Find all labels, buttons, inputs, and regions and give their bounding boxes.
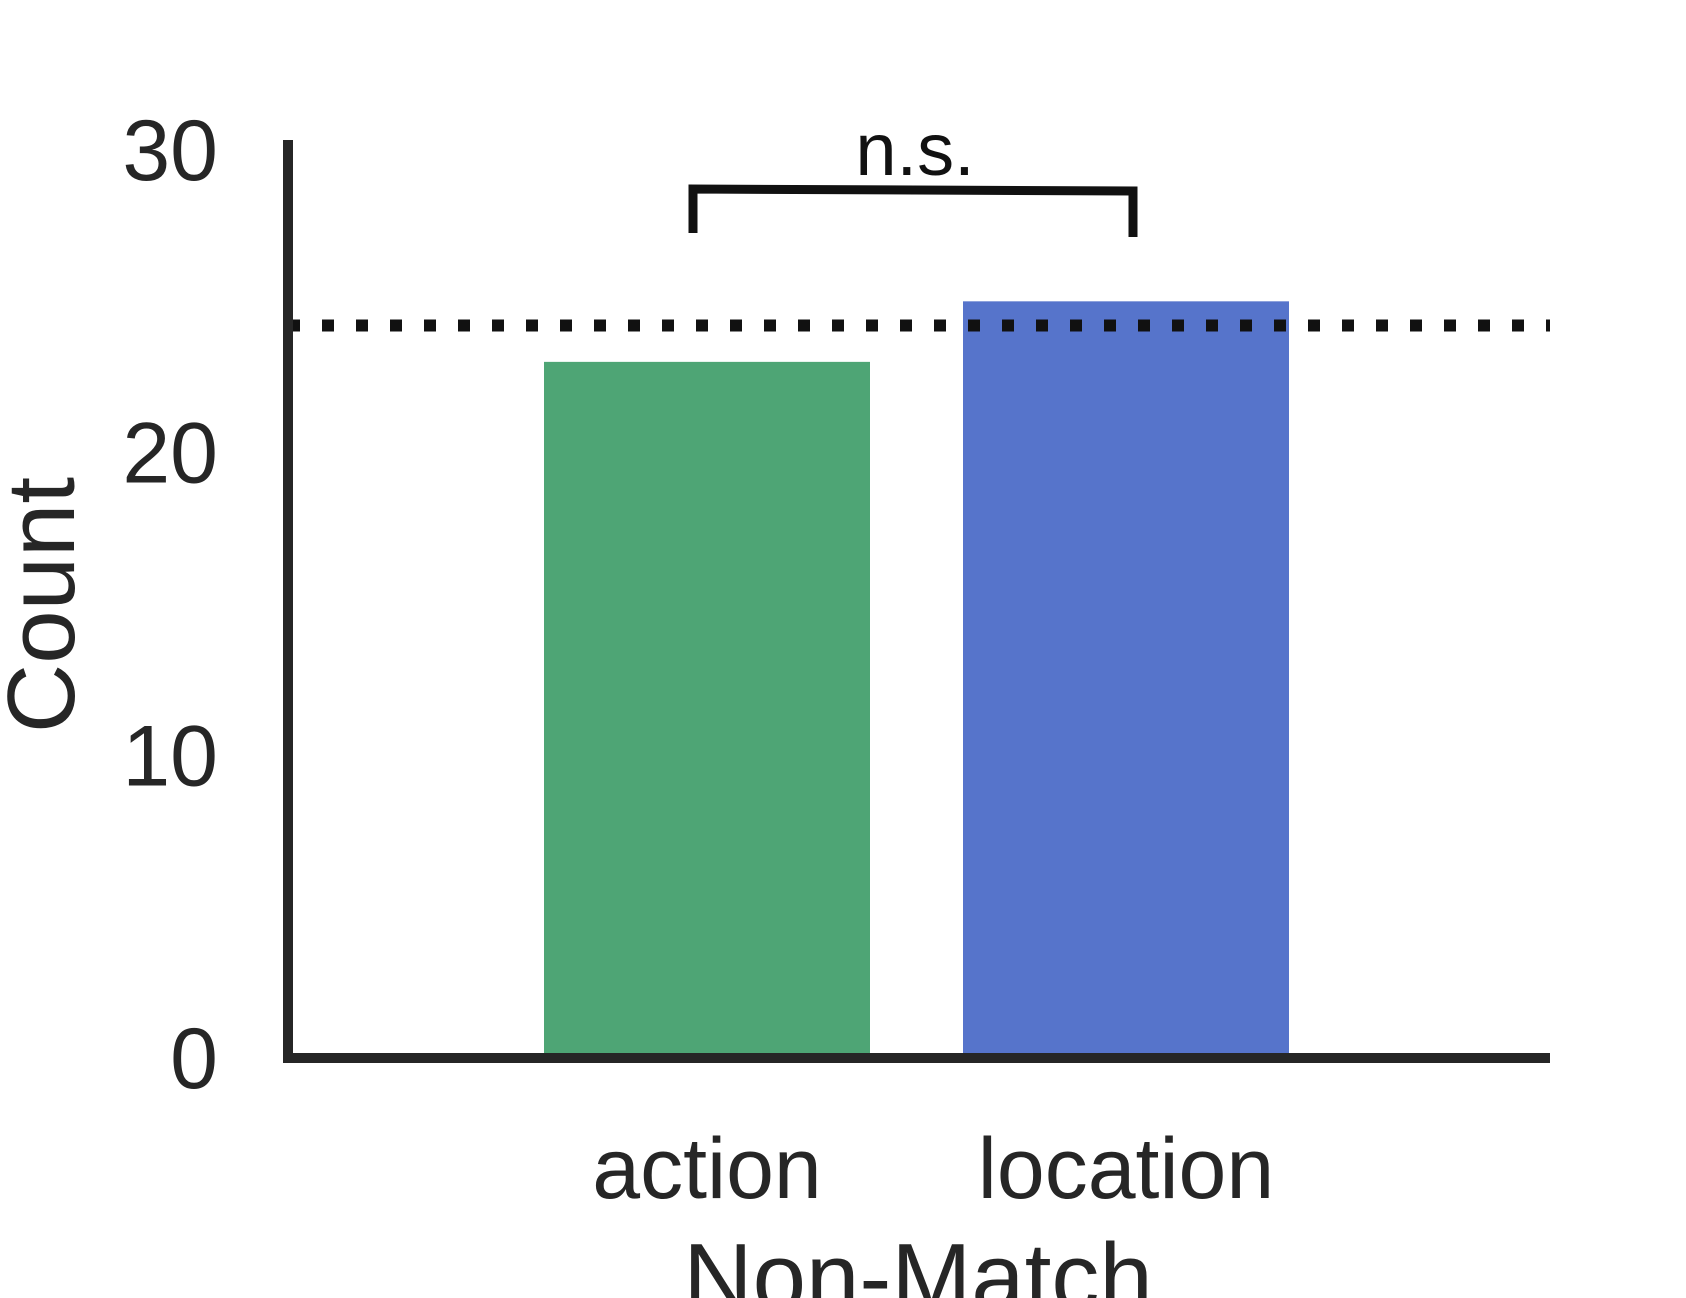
x-tick-labels: action location: [592, 1121, 1274, 1217]
y-tick-label: 0: [170, 1011, 218, 1107]
y-tick-label: 10: [122, 708, 218, 804]
y-axis-title: Count: [0, 477, 95, 733]
y-tick-label: 30: [122, 103, 218, 199]
x-axis-title: Non-Match: [683, 1224, 1153, 1298]
significance-bracket: [688, 184, 1138, 237]
x-tick-label: action: [592, 1121, 822, 1217]
significance-label: n.s.: [855, 108, 974, 191]
y-tick-labels: 0 10 20 30: [122, 103, 218, 1107]
bars-group: [544, 301, 1289, 1058]
bar-location: [963, 301, 1289, 1058]
bar-action: [544, 361, 870, 1058]
y-tick-label: 20: [122, 406, 218, 502]
x-tick-label: location: [978, 1121, 1274, 1217]
